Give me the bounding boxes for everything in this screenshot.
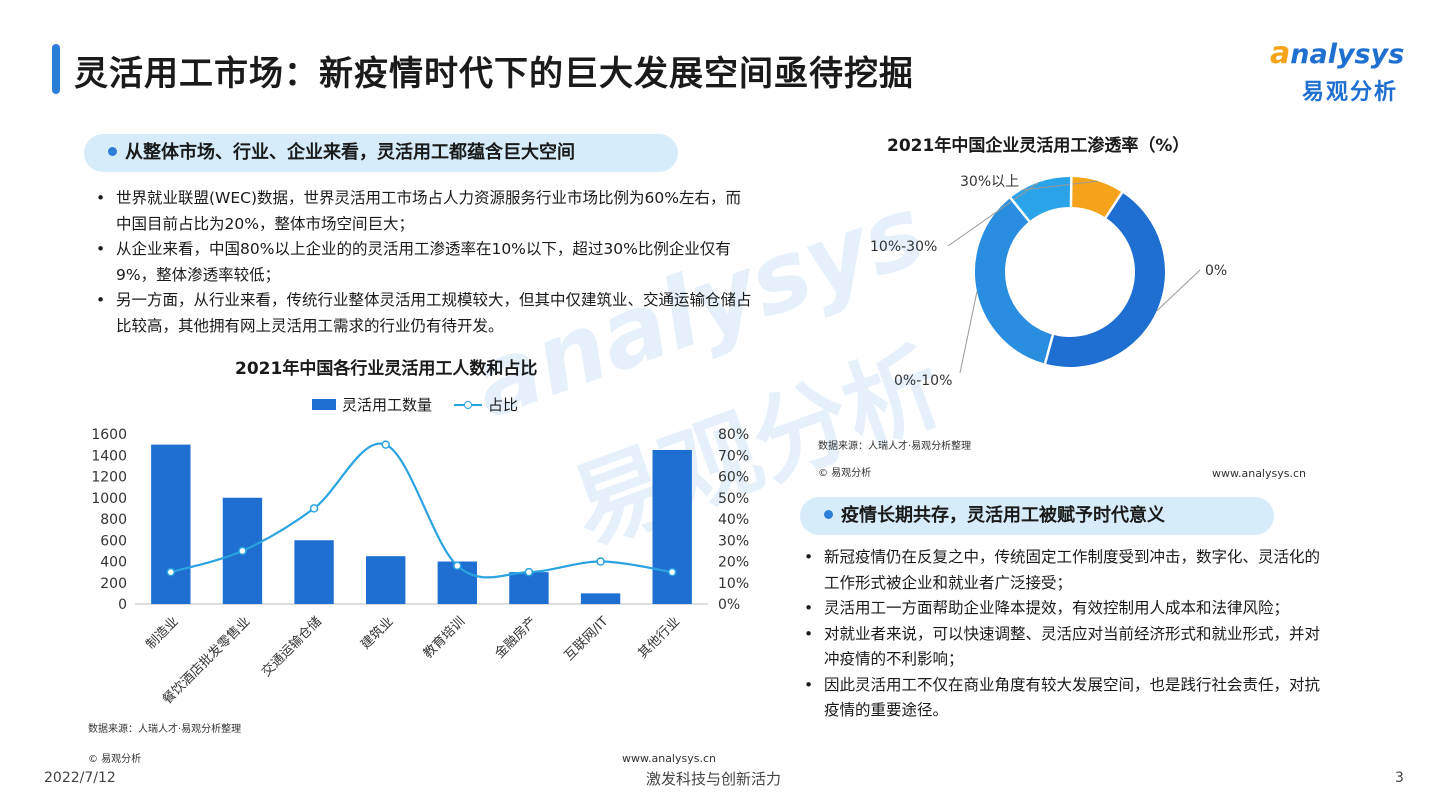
x-tick-label: 教育培训 bbox=[420, 614, 468, 662]
analysys-logo: analysys 易观分析 bbox=[1270, 32, 1420, 105]
slice-separator bbox=[1104, 191, 1124, 220]
bar bbox=[365, 556, 406, 604]
legend-bar-swatch bbox=[312, 399, 336, 410]
list-item: 灵活用工一方面帮助企业降本提效，有效控制用人成本和法律风险； bbox=[800, 596, 1320, 622]
bar bbox=[294, 540, 334, 604]
y-right-tick-label: 80% bbox=[718, 427, 749, 443]
donut-slice bbox=[975, 197, 1054, 364]
slice-separator bbox=[1043, 333, 1055, 365]
donut-chart-copyright: © 易观分析 bbox=[818, 468, 872, 479]
slice-label: 10%-30% bbox=[870, 239, 937, 255]
y-left-tick-label: 800 bbox=[100, 512, 127, 528]
y-left-tick-label: 600 bbox=[100, 533, 127, 549]
donut-chart-title: 2021年中国企业灵活用工渗透率（%） bbox=[887, 136, 1190, 156]
bullet-dot-icon bbox=[108, 147, 117, 156]
bullet-dot-icon bbox=[824, 510, 833, 519]
footer-date: 2022/7/12 bbox=[44, 770, 116, 786]
list-item: 世界就业联盟(WEC)数据，世界灵活用工市场占人力资源服务行业市场比例为60%左… bbox=[92, 186, 752, 237]
y-right-tick-label: 50% bbox=[718, 491, 749, 507]
slice-separator bbox=[1008, 196, 1031, 223]
section2-heading: 疫情长期共存，灵活用工被赋予时代意义 bbox=[800, 497, 1274, 535]
legend-bar-label: 灵活用工数量 bbox=[342, 396, 433, 414]
share-line bbox=[170, 442, 673, 579]
list-item: 因此灵活用工不仅在商业角度有较大发展空间，也是践行社会责任，对抗疫情的重要途径。 bbox=[800, 673, 1320, 724]
bar bbox=[151, 444, 191, 604]
y-right-tick-label: 20% bbox=[718, 555, 749, 571]
section1-heading: 从整体市场、行业、企业来看，灵活用工都蕴含巨大空间 bbox=[84, 134, 678, 172]
x-tick-label: 交通运输仓储 bbox=[258, 614, 324, 680]
y-right-tick-label: 60% bbox=[718, 470, 749, 486]
bar bbox=[652, 449, 692, 604]
leader-line bbox=[959, 291, 978, 374]
bar bbox=[580, 593, 621, 604]
slice-label: 0%-10% bbox=[894, 373, 952, 389]
y-left-tick-label: 1200 bbox=[91, 470, 127, 486]
share-point bbox=[309, 504, 319, 513]
donut-slice bbox=[1070, 177, 1123, 218]
bar-chart-legend: 灵活用工数量 占比 bbox=[312, 394, 518, 415]
leader-line bbox=[947, 181, 1040, 247]
page-title: 灵活用工市场：新疫情时代下的巨大发展空间亟待挖掘 bbox=[74, 54, 914, 94]
share-point bbox=[381, 440, 390, 449]
y-right-tick-label: 0% bbox=[718, 597, 740, 613]
share-point bbox=[596, 557, 605, 566]
bar-chart-title: 2021年中国各行业灵活用工人数和占比 bbox=[235, 359, 538, 379]
y-right-tick-label: 10% bbox=[718, 576, 749, 592]
y-right-tick-label: 70% bbox=[718, 448, 749, 464]
y-left-tick-label: 1400 bbox=[91, 448, 127, 464]
share-point bbox=[453, 561, 462, 570]
y-left-tick-label: 0 bbox=[118, 597, 127, 613]
share-point bbox=[166, 567, 176, 577]
section1-bullets: 世界就业联盟(WEC)数据，世界灵活用工市场占人力资源服务行业市场比例为60%左… bbox=[92, 186, 752, 339]
x-tick-label: 其他行业 bbox=[636, 614, 683, 661]
list-item: 另一方面，从行业来看，传统行业整体灵活用工规模较大，但其中仅建筑业、交通运输仓储… bbox=[92, 288, 752, 339]
donut-chart-website: www.analysys.cn bbox=[1212, 467, 1306, 480]
footer-slogan: 激发科技与创新活力 bbox=[646, 770, 782, 788]
bar-chart-source: 数据来源：人瑞人才·易观分析整理 bbox=[88, 724, 242, 735]
share-point bbox=[238, 546, 247, 556]
x-tick-label: 金融房产 bbox=[492, 614, 540, 662]
logo-wordmark: analysys bbox=[1270, 36, 1405, 71]
leader-line bbox=[1156, 269, 1201, 312]
share-point bbox=[667, 567, 677, 577]
share-point bbox=[524, 567, 534, 577]
x-tick-label: 制造业 bbox=[143, 614, 181, 652]
list-item: 从企业来看，中国80%以上企业的的灵活用工渗透率在10%以下，超过30%比例企业… bbox=[92, 237, 752, 288]
page-number: 3 bbox=[1395, 770, 1404, 786]
legend-line-swatch bbox=[454, 399, 483, 411]
logo-chinese: 易观分析 bbox=[1302, 80, 1399, 105]
leader-line bbox=[1021, 180, 1098, 191]
legend-line-label: 占比 bbox=[488, 396, 519, 414]
donut-chart-source: 数据来源：人瑞人才·易观分析整理 bbox=[818, 441, 972, 452]
y-left-tick-label: 1000 bbox=[91, 491, 127, 507]
y-left-tick-label: 1600 bbox=[91, 427, 127, 443]
bar bbox=[509, 572, 549, 604]
donut-slice bbox=[1045, 192, 1165, 367]
list-item: 对就业者来说，可以快速调整、灵活应对当前经济形式和就业形式，并对冲疫情的不利影响… bbox=[800, 622, 1320, 673]
x-tick-label: 互联网/IT bbox=[562, 614, 612, 664]
bar-chart-website: www.analysys.cn bbox=[622, 752, 716, 765]
bar-chart-copyright: © 易观分析 bbox=[88, 754, 142, 765]
y-right-tick-label: 40% bbox=[718, 512, 749, 528]
donut-chart: 0% 0%-10% 10%-30% 30%以上 bbox=[870, 174, 1227, 389]
y-left-tick-label: 200 bbox=[100, 576, 127, 592]
y-left-tick-label: 400 bbox=[100, 555, 127, 571]
x-tick-label: 建筑业 bbox=[358, 614, 397, 653]
slice-label: 0% bbox=[1205, 263, 1227, 279]
title-accent-bar bbox=[52, 44, 60, 94]
list-item: 新冠疫情仍在反复之中，传统固定工作制度受到冲击，数字化、灵活化的工作形式被企业和… bbox=[800, 545, 1320, 596]
bar-line-chart: 0 200 400 600 800 1000 1200 1400 1600 0% 10% 20% 30%… bbox=[91, 427, 749, 704]
slice-label: 30%以上 bbox=[960, 174, 1019, 190]
donut-slice bbox=[1010, 177, 1072, 222]
y-right-tick-label: 30% bbox=[718, 533, 749, 549]
section2-bullets: 新冠疫情仍在反复之中，传统固定工作制度受到冲击，数字化、灵活化的工作形式被企业和… bbox=[800, 545, 1320, 724]
